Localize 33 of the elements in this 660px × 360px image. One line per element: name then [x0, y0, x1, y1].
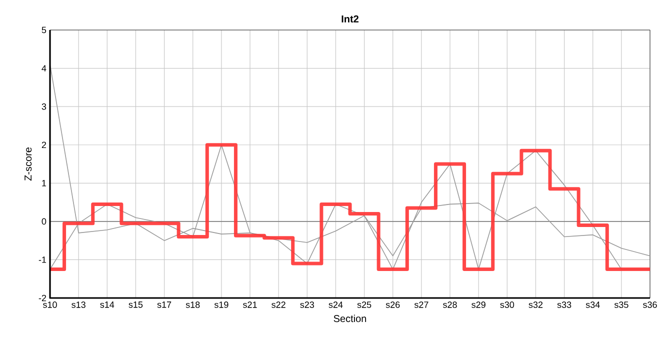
y-tick-label: -1	[38, 256, 46, 263]
x-tick-label: s27	[414, 302, 428, 308]
x-tick-label: s15	[128, 302, 143, 308]
x-tick-label: s26	[386, 302, 400, 308]
x-tick-label: s33	[557, 302, 572, 308]
x-tick-label: s30	[500, 302, 514, 308]
x-tick-label: s13	[72, 302, 86, 308]
y-axis-title: Z-score	[24, 148, 32, 181]
x-tick-label: s28	[443, 302, 457, 308]
x-tick-label: s36	[643, 302, 657, 308]
y-tick-label: 3	[42, 103, 46, 110]
x-tick-label: s24	[328, 302, 343, 308]
x-tick-label: s10	[43, 302, 57, 308]
y-tick-label: 4	[42, 65, 46, 72]
x-axis-title: Section	[334, 314, 366, 322]
chart-title: Int2	[342, 15, 358, 22]
x-tick-label: s14	[100, 302, 114, 308]
y-tick-label: 2	[42, 142, 46, 148]
x-tick-label: s21	[243, 302, 257, 308]
x-tick-label: s19	[214, 302, 228, 308]
y-tick-label: 0	[42, 218, 46, 225]
x-tick-label: s29	[472, 302, 486, 308]
y-tick-label: -2	[38, 294, 46, 302]
x-tick-label: s32	[528, 302, 543, 308]
x-tick-label: s22	[272, 302, 286, 308]
x-tick-label: s18	[186, 302, 200, 308]
x-tick-label: s35	[614, 302, 628, 308]
y-tick-label: 5	[42, 26, 46, 34]
x-tick-label: s23	[300, 302, 314, 308]
x-tick-label: s25	[357, 302, 372, 308]
x-tick-label: s34	[586, 302, 600, 308]
y-tick-label: 1	[42, 180, 46, 186]
x-tick-label: s17	[157, 302, 172, 308]
